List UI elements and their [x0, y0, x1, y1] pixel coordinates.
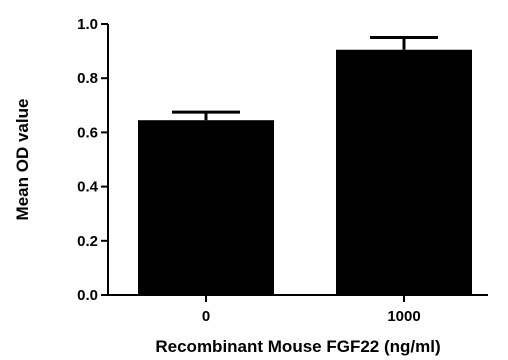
y-tick-label: 1.0 [77, 16, 98, 33]
bar [138, 120, 274, 295]
x-axis-title: Recombinant Mouse FGF22 (ng/ml) [155, 337, 440, 356]
bars-layer [138, 36, 472, 296]
y-ticks: 0.0 0.2 0.4 0.6 0.8 1.0 [77, 16, 108, 304]
y-tick-label: 0.8 [77, 70, 98, 87]
y-tick-label: 0.6 [77, 124, 98, 141]
y-tick-label: 0.4 [77, 179, 99, 196]
x-tick-label: 1000 [387, 308, 420, 325]
y-tick-label: 0.0 [77, 287, 98, 304]
x-ticks: 0 1000 [202, 295, 421, 325]
axes-layer [107, 24, 488, 296]
bar [336, 49, 472, 296]
y-tick-label: 0.2 [77, 233, 98, 250]
x-tick-label: 0 [202, 308, 210, 325]
y-axis-title: Mean OD value [13, 99, 32, 221]
